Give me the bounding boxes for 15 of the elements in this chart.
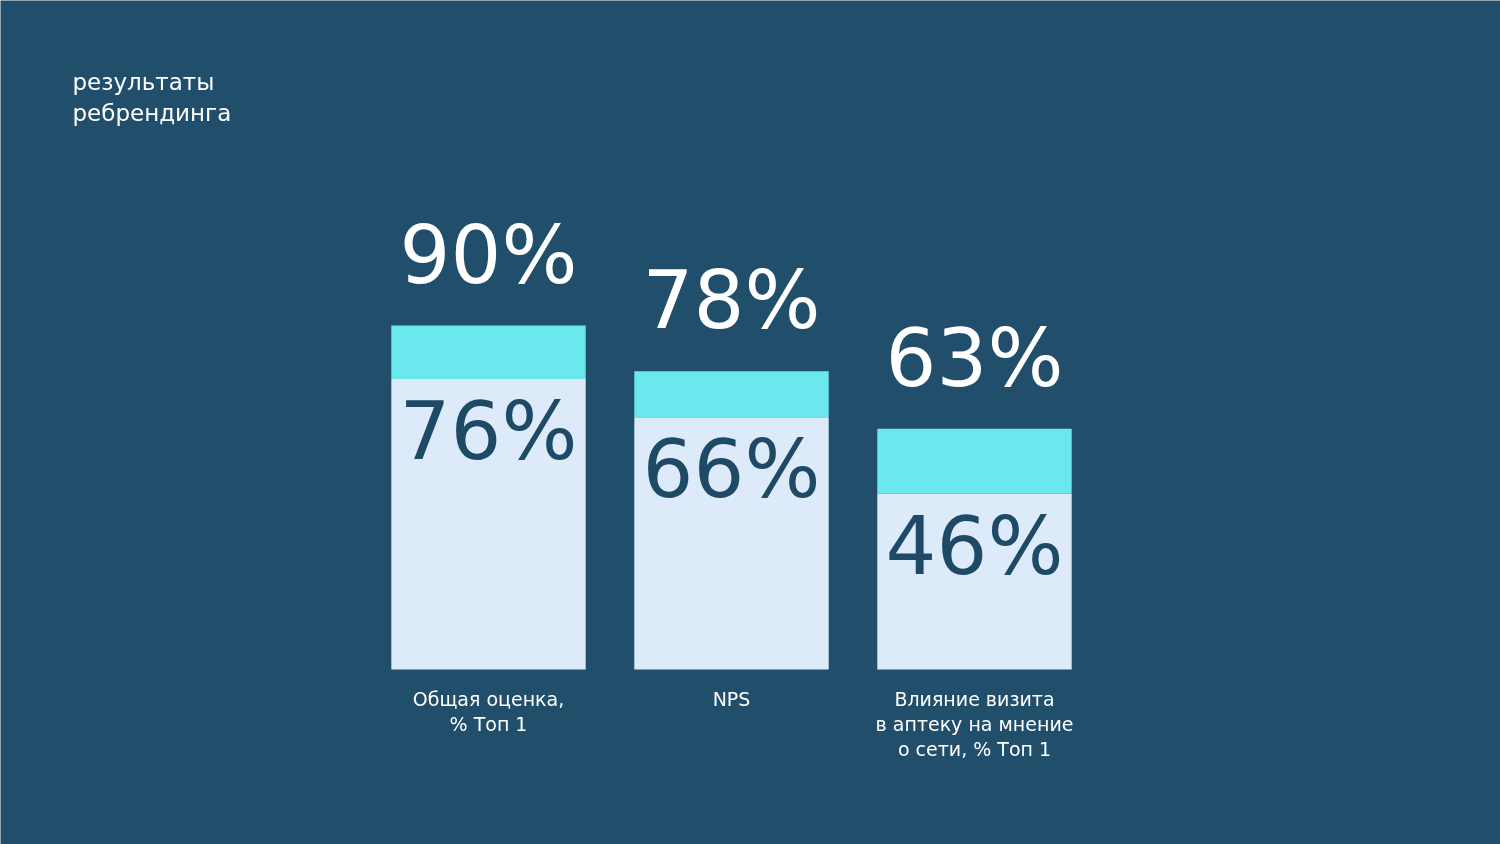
- total-label: 63%: [885, 311, 1064, 405]
- data-label: 76%: [399, 385, 578, 479]
- x-tick-label: NPS: [712, 687, 751, 710]
- bar: [391, 379, 586, 670]
- bar: [634, 417, 829, 670]
- bar: [391, 325, 586, 380]
- bar: [877, 428, 1072, 494]
- x-tick-label: Влияние визита в аптеку на мнение о сети, % Топ 1: [875, 687, 1074, 761]
- bar: [634, 371, 829, 418]
- x-tick-label: Общая оценка, % Топ 1: [412, 687, 565, 735]
- text: результаты ребрендинга: [72, 68, 232, 126]
- total-label: 78%: [642, 254, 821, 348]
- data-label: 46%: [885, 499, 1064, 593]
- data-label: 66%: [642, 423, 821, 517]
- total-label: 90%: [399, 208, 578, 302]
